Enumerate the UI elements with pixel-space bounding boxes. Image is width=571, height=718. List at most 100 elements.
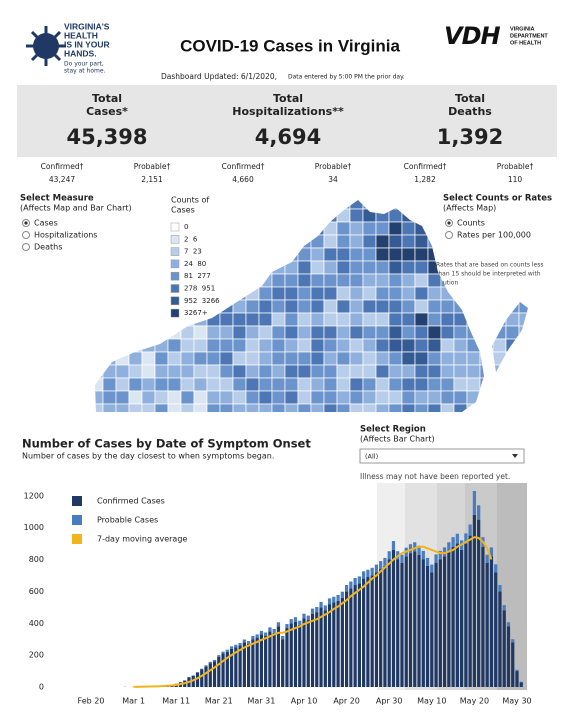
county	[388, 299, 403, 314]
legend-swatch	[170, 222, 180, 232]
county	[401, 260, 416, 275]
county	[232, 377, 247, 392]
county	[167, 364, 182, 379]
county	[271, 286, 286, 301]
county	[427, 338, 442, 353]
county	[479, 312, 494, 327]
bar	[229, 648, 234, 687]
bar	[472, 514, 477, 687]
county	[128, 234, 143, 249]
county	[115, 247, 130, 262]
dropdown-arrow[interactable]	[512, 454, 518, 458]
county	[401, 377, 416, 392]
county	[271, 338, 286, 353]
county	[154, 351, 169, 366]
dropdown-value[interactable]: (All)	[365, 453, 378, 461]
county	[154, 221, 169, 236]
county	[115, 338, 130, 353]
county	[141, 200, 156, 210]
radio[interactable]	[22, 243, 30, 251]
county	[336, 286, 351, 301]
county	[232, 325, 247, 340]
county	[245, 273, 260, 288]
county	[401, 325, 416, 340]
page-title: COVID-19 Cases in Virginia	[180, 36, 400, 55]
county	[297, 377, 312, 392]
county	[284, 234, 299, 249]
county	[141, 403, 156, 412]
y-tick-label: 0	[39, 683, 44, 692]
county	[492, 403, 507, 412]
radio-label[interactable]: Hospitalizations	[34, 231, 97, 240]
county	[453, 338, 468, 353]
bar	[323, 610, 327, 687]
radio-label[interactable]: Counts	[457, 219, 485, 228]
county	[141, 390, 156, 405]
county	[427, 312, 442, 327]
region-dropdown[interactable]: (All)	[359, 448, 525, 464]
county	[167, 351, 182, 366]
county	[284, 390, 299, 405]
county	[349, 221, 364, 236]
bar	[434, 554, 438, 563]
county	[362, 221, 377, 236]
radio-label[interactable]: Rates per 100,000	[457, 231, 531, 240]
county	[271, 273, 286, 288]
county	[258, 234, 273, 249]
county	[518, 312, 528, 327]
bar	[379, 569, 383, 687]
county	[505, 403, 520, 412]
county	[492, 312, 507, 327]
bar	[264, 632, 268, 636]
radio-dot[interactable]	[24, 221, 28, 225]
county	[453, 286, 468, 301]
radio[interactable]	[445, 231, 453, 239]
bar	[310, 613, 315, 687]
county	[297, 351, 312, 366]
bar	[332, 602, 336, 687]
county	[219, 247, 234, 262]
county	[271, 221, 286, 236]
county	[375, 312, 390, 327]
bar	[438, 550, 442, 560]
dropdown-box[interactable]	[359, 448, 525, 464]
radio-label[interactable]: Cases	[34, 219, 58, 228]
bar	[340, 597, 344, 687]
county	[440, 351, 455, 366]
county	[414, 299, 429, 314]
county	[245, 260, 260, 275]
bar	[408, 553, 413, 687]
county	[141, 221, 156, 236]
bar	[229, 646, 234, 649]
county	[95, 338, 104, 353]
bar	[323, 605, 327, 611]
radio[interactable]	[22, 231, 30, 239]
county	[95, 377, 104, 392]
bar	[421, 550, 425, 560]
county	[297, 247, 312, 262]
radio-dot[interactable]	[447, 221, 451, 225]
county	[518, 325, 528, 340]
county	[323, 221, 338, 236]
county	[115, 390, 130, 405]
county	[349, 390, 364, 405]
county	[479, 390, 494, 405]
county	[401, 286, 416, 301]
county	[206, 247, 221, 262]
bar	[255, 634, 259, 638]
county	[440, 364, 455, 379]
county	[206, 208, 221, 223]
county	[206, 377, 221, 392]
county	[440, 325, 455, 340]
county	[466, 325, 481, 340]
county	[375, 286, 390, 301]
bar	[442, 547, 447, 557]
bar	[251, 639, 255, 687]
county	[245, 200, 260, 210]
county	[362, 312, 377, 327]
county	[284, 312, 299, 327]
county	[193, 325, 208, 340]
radio-label[interactable]: Deaths	[34, 243, 62, 252]
county	[518, 247, 528, 262]
county	[271, 234, 286, 249]
